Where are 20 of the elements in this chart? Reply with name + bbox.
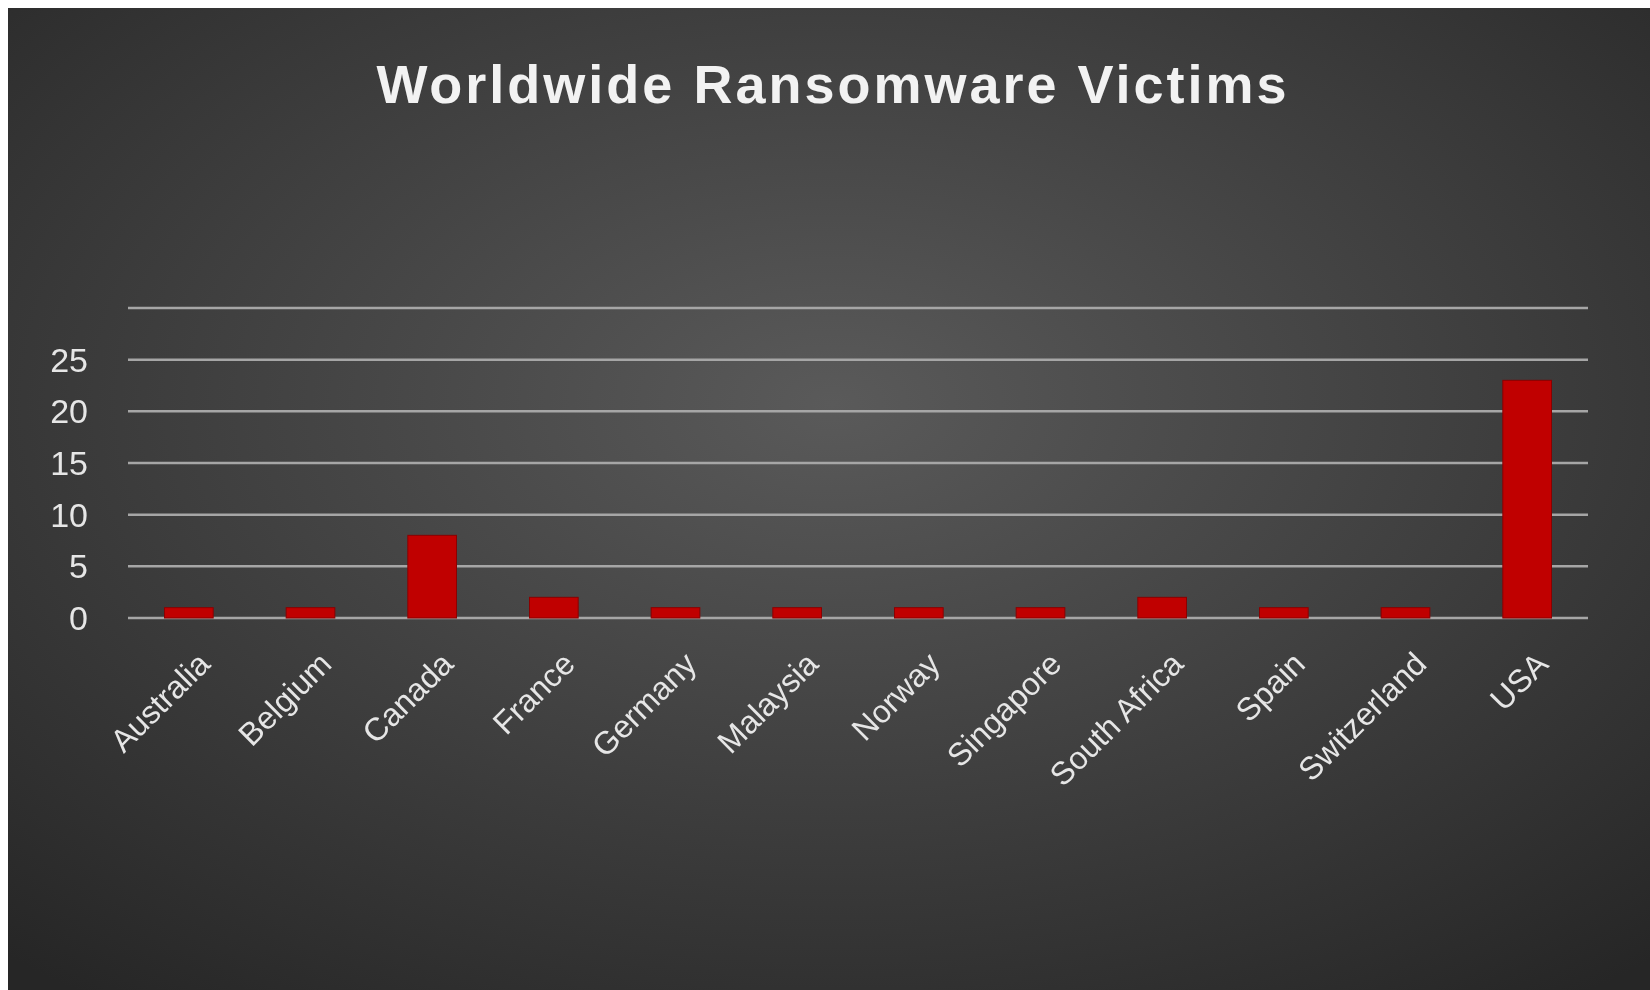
bar (1259, 607, 1309, 619)
bar (164, 607, 214, 619)
y-tick-label: 25 (50, 340, 88, 379)
bar (407, 534, 457, 619)
chart-title: Worldwide Ransomware Victims (376, 54, 1290, 114)
y-tick-label: 20 (50, 392, 88, 431)
bar (1380, 607, 1431, 619)
bar (772, 607, 822, 619)
bar (894, 607, 944, 619)
bar (1502, 379, 1552, 619)
bar (529, 596, 579, 619)
y-tick-label: 10 (50, 495, 88, 534)
bar (285, 607, 336, 619)
y-tick-label: 5 (69, 547, 88, 586)
bar (1015, 607, 1066, 619)
bar (650, 607, 701, 619)
x-tick-label: USA (1483, 644, 1556, 718)
y-tick-label: 0 (69, 598, 88, 637)
y-tick-label: 15 (50, 443, 88, 482)
bar (1137, 596, 1187, 619)
